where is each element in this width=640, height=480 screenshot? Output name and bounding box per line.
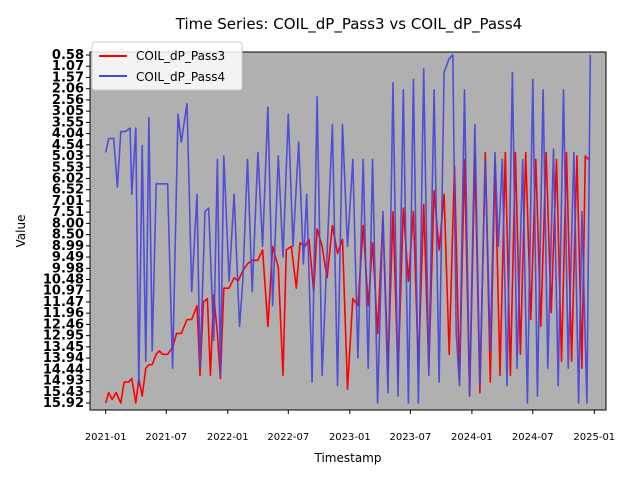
legend: COIL_dP_Pass3 COIL_dP_Pass4 bbox=[91, 41, 243, 91]
y-tick-label: 9.98 bbox=[52, 261, 84, 276]
y-tick-label: 1.07 bbox=[52, 59, 84, 74]
y-tick-label: 10.97 bbox=[43, 284, 84, 299]
x-tick-label: 2025-01 bbox=[573, 432, 615, 443]
y-tick-label: 14.44 bbox=[43, 362, 84, 377]
x-tick-label: 2022-07 bbox=[267, 432, 309, 443]
legend-label-pass3: COIL_dP_Pass3 bbox=[136, 49, 225, 63]
y-axis-title: Value bbox=[14, 215, 28, 248]
y-tick-label: 12.46 bbox=[43, 317, 84, 332]
y-tick-label: 14.93 bbox=[43, 374, 84, 389]
y-tick-label: 7.51 bbox=[52, 205, 84, 220]
y-tick-label: 13.94 bbox=[43, 351, 84, 366]
y-tick-label: 13.45 bbox=[43, 340, 84, 355]
x-tick-label: 2021-07 bbox=[145, 432, 187, 443]
y-tick-label: 7.01 bbox=[52, 194, 84, 209]
y-tick-label: 15.92 bbox=[43, 396, 84, 411]
y-tick-label: 8.50 bbox=[52, 228, 84, 243]
y-tick-label: 3.55 bbox=[52, 115, 84, 130]
legend-box bbox=[91, 41, 243, 91]
x-tick-label: 2021-01 bbox=[85, 432, 127, 443]
y-tick-label: 2.56 bbox=[52, 93, 84, 108]
x-axis: 2021-01 2021-07 2022-01 2022-07 2023-01 2023-… bbox=[85, 410, 615, 443]
y-axis: 15.9215.4314.9314.4413.9413.4512.9512.46… bbox=[43, 48, 90, 411]
y-tick-label: 8.00 bbox=[52, 216, 84, 231]
x-tick-label: 2022-01 bbox=[207, 432, 249, 443]
y-tick-label: 12.95 bbox=[43, 329, 84, 344]
chart-title: Time Series: COIL_dP_Pass3 vs COIL_dP_Pa… bbox=[175, 15, 522, 34]
y-tick-label: 6.02 bbox=[52, 171, 84, 186]
x-tick-label: 2024-01 bbox=[451, 432, 493, 443]
y-tick-label: 8.99 bbox=[52, 239, 84, 254]
y-tick-label: 3.05 bbox=[52, 104, 84, 119]
x-tick-label: 2024-07 bbox=[512, 432, 554, 443]
y-tick-label: 11.96 bbox=[43, 306, 84, 321]
y-tick-label: 10.48 bbox=[43, 273, 84, 288]
y-tick-label: 4.54 bbox=[52, 138, 84, 153]
y-tick-label: 15.43 bbox=[43, 385, 84, 400]
y-tick-label: 11.47 bbox=[43, 295, 84, 310]
y-tick-label: 1.57 bbox=[52, 70, 84, 85]
y-tick-label: 4.04 bbox=[52, 127, 84, 142]
x-axis-title: Timestamp bbox=[314, 451, 382, 465]
x-tick-label: 2023-01 bbox=[329, 432, 371, 443]
series-layer bbox=[104, 54, 592, 404]
y-tick-label: 0.58 bbox=[52, 48, 84, 63]
series-line-coil-dp-pass3 bbox=[104, 151, 590, 404]
y-tick-label: 5.53 bbox=[52, 160, 84, 175]
y-tick-label: 5.03 bbox=[52, 149, 84, 164]
y-tick-label: 6.52 bbox=[52, 183, 84, 198]
y-tick-label: 2.06 bbox=[52, 82, 84, 97]
series-line-coil-dp-pass4 bbox=[104, 54, 592, 404]
x-tick-label: 2023-07 bbox=[389, 432, 431, 443]
y-tick-label: 9.49 bbox=[52, 250, 84, 265]
legend-label-pass4: COIL_dP_Pass4 bbox=[136, 70, 225, 84]
